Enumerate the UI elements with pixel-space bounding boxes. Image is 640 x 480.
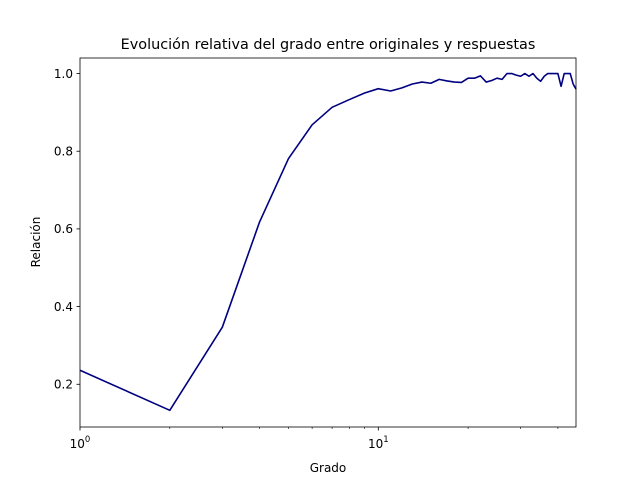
x-tick-label: 100 [70, 435, 91, 451]
y-tick-label: 0.2 [54, 378, 73, 392]
series-line [79, 72, 577, 412]
y-axis-label: Relación [29, 217, 43, 268]
y-axis-ticks: 0.2 0.4 0.6 0.8 1.0 [54, 67, 80, 392]
data-marks [79, 72, 577, 412]
chart-title: Evolución relativa del grado entre origi… [121, 37, 536, 53]
plot-area [80, 58, 576, 427]
y-tick-label: 0.8 [54, 145, 73, 159]
plot-frame [79, 57, 577, 428]
x-tick-label: 101 [368, 435, 389, 451]
y-tick-label: 0.4 [54, 300, 73, 314]
y-tick-label: 1.0 [54, 67, 73, 81]
y-tick-label: 0.6 [54, 222, 73, 236]
x-axis-label: Grado [310, 461, 347, 475]
x-axis-ticks: 100 101 [70, 427, 559, 451]
